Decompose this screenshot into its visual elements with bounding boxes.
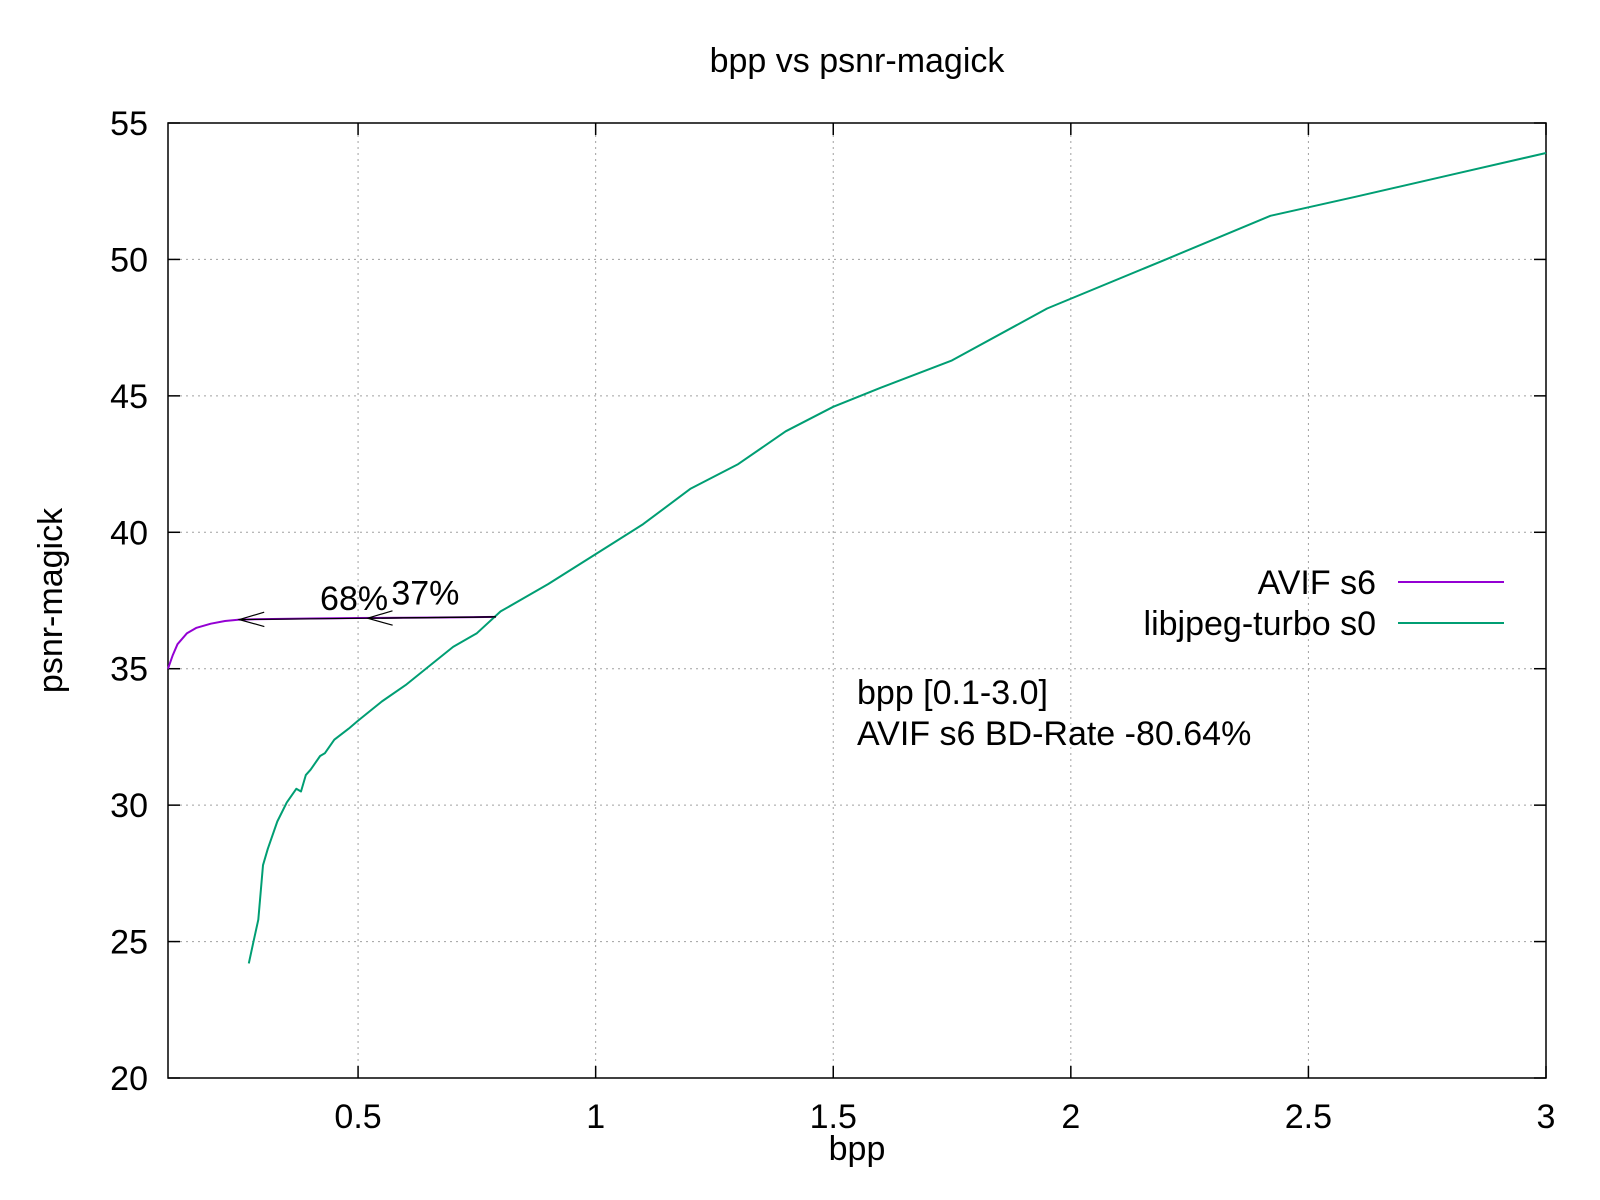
x-tick-label: 0.5 <box>334 1098 381 1136</box>
y-tick-label: 20 <box>110 1060 148 1098</box>
y-tick-label: 35 <box>110 651 148 689</box>
legend-label-libjpeg: libjpeg-turbo s0 <box>1144 605 1376 643</box>
annotations: 68% 37% bpp [0.1-3.0]AVIF s6 BD-Rate -80.6… <box>320 575 1251 754</box>
y-tick-label: 45 <box>110 378 148 416</box>
y-tick-label: 30 <box>110 787 148 825</box>
annotation-text: 68% <box>320 580 388 618</box>
grid <box>168 123 1546 1078</box>
annotation-text: bpp [0.1-3.0] <box>857 674 1048 712</box>
arrow-line <box>367 616 496 619</box>
x-tick-label: 2 <box>1061 1098 1080 1136</box>
arrows <box>237 610 496 628</box>
x-axis-label: bpp <box>829 1130 886 1168</box>
axis-ticks: 0.5 1 1.5 2 2.5 3 20 25 30 35 40 45 50 55 <box>110 105 1555 1136</box>
x-tick-label: 1.5 <box>810 1098 857 1136</box>
y-tick-label: 40 <box>110 514 148 552</box>
annotation-text: AVIF s6 BD-Rate -80.64% <box>857 715 1251 753</box>
arrow-head <box>365 610 393 626</box>
y-axis-label: psnr-magick <box>32 507 70 693</box>
plot-frame <box>167 122 1547 1079</box>
legend-label-avif: AVIF s6 <box>1258 564 1376 602</box>
arrow-head <box>237 611 265 628</box>
annotation-text: 37% <box>391 575 459 613</box>
series-line-libjpeg <box>247 152 1547 964</box>
x-tick-label: 1 <box>586 1098 605 1136</box>
legend: AVIF s6 libjpeg-turbo s0 <box>1144 564 1504 643</box>
chart-title: bpp vs psnr-magick <box>710 42 1006 80</box>
series-line-avif <box>167 615 496 670</box>
y-tick-label: 25 <box>110 924 148 962</box>
y-tick-label: 50 <box>110 241 148 279</box>
series-lines <box>167 152 1547 964</box>
x-tick-label: 3 <box>1537 1098 1556 1136</box>
x-tick-label: 2.5 <box>1285 1098 1332 1136</box>
y-tick-label: 55 <box>110 105 148 143</box>
